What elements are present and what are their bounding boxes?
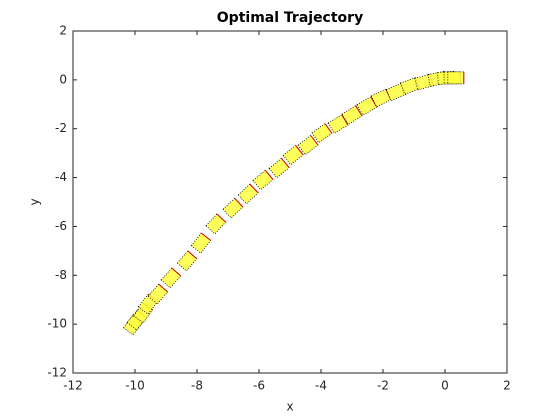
vehicle-body — [222, 197, 244, 219]
x-tick-label: -8 — [191, 379, 203, 393]
vehicle-front — [234, 197, 244, 208]
vehicle-front — [187, 250, 198, 260]
vehicle-front — [295, 145, 304, 156]
vehicle — [447, 71, 465, 85]
vehicle — [327, 114, 349, 134]
vehicle-front — [171, 267, 182, 277]
x-tick-label: -2 — [377, 379, 389, 393]
vehicle-front — [249, 183, 259, 194]
x-tick-label: 0 — [441, 379, 449, 393]
vehicle — [190, 232, 212, 254]
vehicle — [252, 169, 274, 191]
vehicle-body — [176, 250, 198, 272]
y-axis-label: y — [28, 198, 42, 205]
vehicle — [222, 197, 244, 219]
vehicle — [205, 213, 227, 235]
vehicle-front — [355, 105, 363, 117]
vehicle-body — [237, 183, 259, 205]
y-tick-label: -4 — [55, 170, 67, 184]
vehicle-body — [268, 157, 290, 179]
vehicle — [237, 183, 259, 205]
vehicle-body — [190, 232, 212, 254]
y-tick-label: -6 — [55, 219, 67, 233]
vehicle-front — [310, 135, 319, 146]
vehicle — [147, 283, 169, 305]
y-tick-label: -10 — [47, 317, 67, 331]
vehicle-front — [158, 283, 169, 293]
vehicle-body — [252, 169, 274, 191]
y-tick-label: -12 — [47, 366, 67, 380]
x-tick-label: -12 — [63, 379, 83, 393]
y-tick-label: -2 — [55, 121, 67, 135]
chart-title: Optimal Trajectory — [217, 10, 363, 26]
y-tick-label: -8 — [55, 268, 67, 282]
vehicle-front — [281, 157, 290, 168]
vehicle-body — [282, 144, 304, 166]
vehicle-front — [216, 213, 227, 223]
vehicle — [341, 105, 363, 125]
x-tick-label: -10 — [125, 379, 145, 393]
x-tick-label: 2 — [503, 379, 511, 393]
axes-box — [72, 30, 508, 374]
vehicle — [311, 123, 333, 144]
x-axis-label: x — [286, 400, 293, 414]
vehicle-front — [200, 232, 212, 241]
y-tick-label: 2 — [59, 24, 67, 38]
vehicle — [268, 157, 290, 179]
vehicle-body — [160, 267, 182, 289]
vehicle — [282, 144, 304, 166]
vehicle-front — [341, 114, 349, 126]
vehicle-body — [311, 123, 333, 144]
vehicle — [176, 250, 198, 272]
x-tick-label: -6 — [253, 379, 265, 393]
x-tick-label: -4 — [315, 379, 327, 393]
vehicle-front — [264, 169, 274, 180]
vehicle-body — [447, 71, 465, 85]
y-tick-label: 0 — [59, 72, 67, 86]
vehicle — [297, 134, 319, 156]
vehicle-body — [205, 213, 227, 235]
vehicle-front — [324, 123, 333, 134]
vehicle — [160, 267, 182, 289]
